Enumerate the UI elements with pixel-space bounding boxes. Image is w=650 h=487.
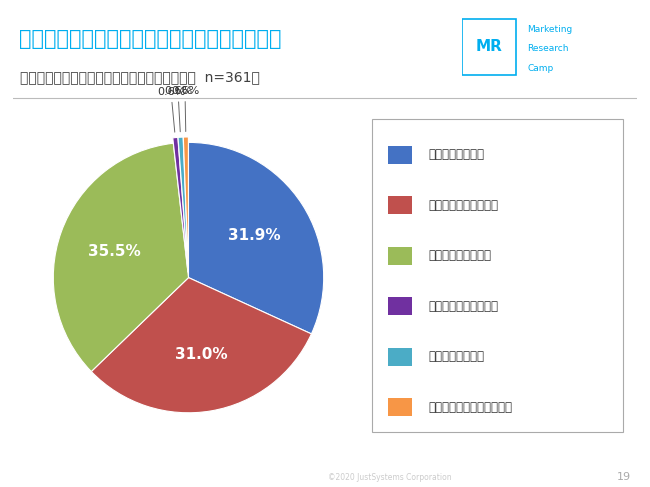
Bar [388,298,412,315]
Wedge shape [188,142,324,334]
Text: わからない／答えたくない: わからない／答えたくない [428,401,512,414]
Bar [388,398,412,416]
Bar [388,348,412,366]
Bar [388,146,412,164]
Text: ©2020 JustSystems Corporation: ©2020 JustSystems Corporation [328,473,452,482]
Text: 0.6%: 0.6% [164,86,192,132]
Text: 印象が悪くなった: 印象が悪くなった [428,350,484,363]
Text: 31.9%: 31.9% [228,228,281,243]
Text: 印象がやや良くなった: 印象がやや良くなった [428,199,498,211]
Text: どちらともいえない: どちらともいえない [428,249,491,262]
FancyBboxPatch shape [372,118,623,432]
Text: 35.5%: 35.5% [88,244,141,259]
Bar [388,247,412,265]
Text: 0.6%: 0.6% [157,87,185,132]
Text: 印象が良くなった: 印象が良くなった [428,148,484,161]
Text: Marketing: Marketing [527,25,572,34]
Bar [388,196,412,214]
Wedge shape [183,137,188,272]
Text: リモートワークを発表した企業への印象の変化: リモートワークを発表した企業への印象の変化 [20,29,282,49]
Text: Research: Research [527,44,569,54]
Wedge shape [178,137,188,272]
Text: 31.0%: 31.0% [176,347,228,362]
Wedge shape [53,143,188,372]
Text: （リモートワークを発表した企業を知っている  n=361）: （リモートワークを発表した企業を知っている n=361） [20,71,259,85]
Wedge shape [91,278,311,413]
Wedge shape [173,137,188,272]
Text: 19: 19 [616,472,630,482]
FancyBboxPatch shape [462,19,516,75]
Text: Camp: Camp [527,64,553,73]
Text: MR: MR [475,39,502,54]
Text: 印象がやや悪くなった: 印象がやや悪くなった [428,300,498,313]
Text: 0.6%: 0.6% [171,86,199,131]
